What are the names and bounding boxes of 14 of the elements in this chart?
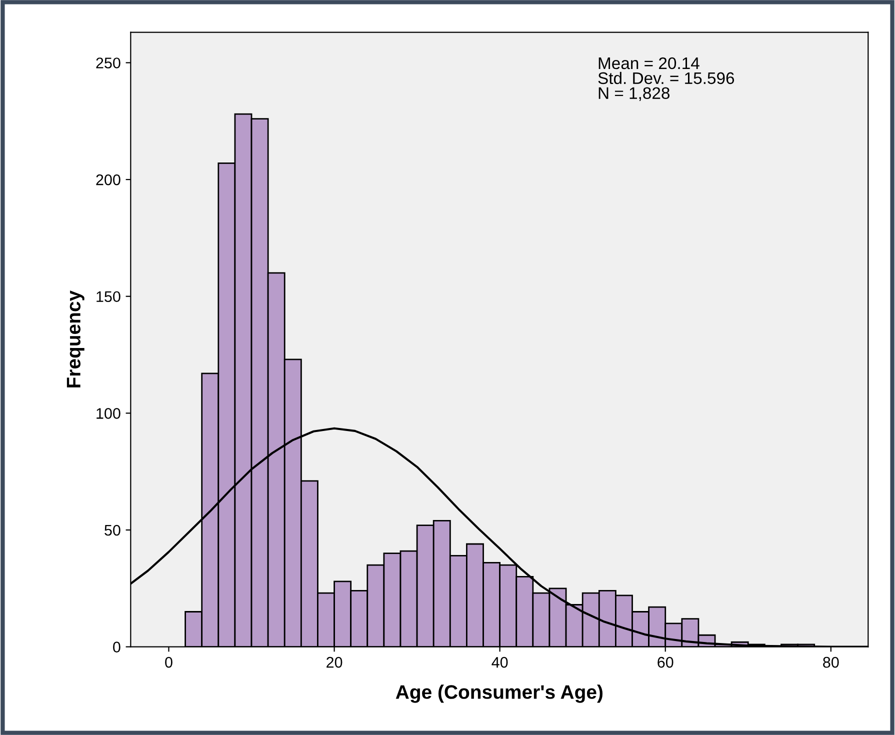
y-tick-label: 0: [113, 642, 120, 652]
x-tick-label: 40: [492, 656, 508, 668]
y-tick-label: 150: [96, 291, 120, 302]
x-tick-label: 80: [823, 656, 839, 668]
x-tick-label: 20: [326, 656, 342, 668]
y-axis-title: Frequency: [66, 290, 84, 388]
y-tick-label: 50: [104, 524, 120, 536]
x-axis-title: Age (Consumer's Age): [396, 684, 602, 703]
y-tick-label: 100: [96, 408, 120, 419]
x-tick-label: 60: [658, 656, 674, 668]
x-tick-label: 0: [165, 656, 172, 668]
y-tick-label: 250: [96, 58, 120, 68]
annotation: Mean = 20.14 Std. Dev. = 15.596 N = 1,828: [598, 57, 734, 101]
y-tick-label: 200: [96, 174, 120, 186]
